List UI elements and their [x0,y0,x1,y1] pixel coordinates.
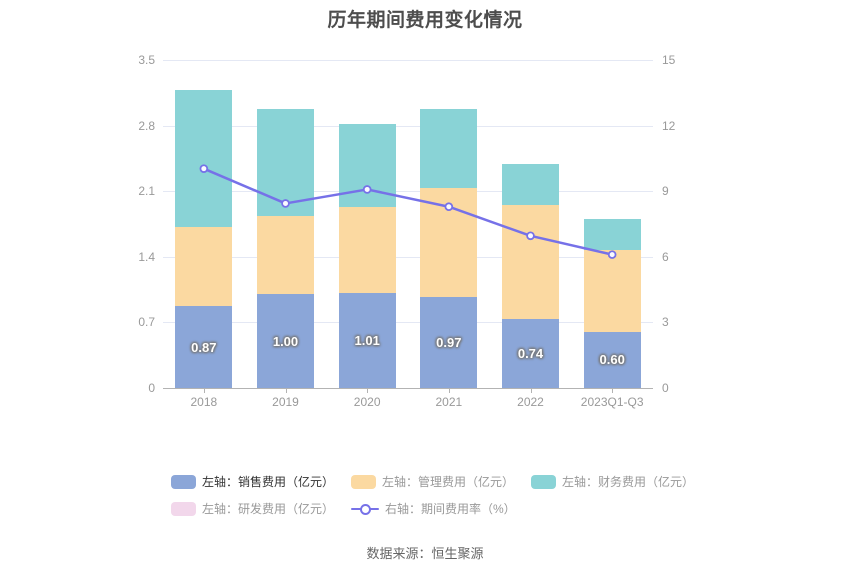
legend-label: 左轴：财务费用（亿元） [562,475,695,489]
bar-segment-financial-2018[interactable] [175,90,233,227]
bar-segment-financial-2022[interactable] [502,164,559,206]
legend-swatch-icon [171,474,196,489]
rate-line-marker-2023Q1-Q3[interactable] [607,250,617,259]
bar-segment-management-2018[interactable] [175,226,233,307]
x-axis-label-2022: 2022 [517,395,544,409]
gridline [163,322,653,324]
bar-value-label: 0.87 [191,339,217,355]
bar-segment-management-2020[interactable] [338,207,396,294]
bar-segment-sales-2022[interactable] [502,318,559,388]
bar-value-label: 1.01 [354,333,380,349]
legend-row-2: 左轴：研发费用（亿元） 右轴：期间费用率（%） [171,500,533,517]
bar-segment-management-2022[interactable] [502,205,559,319]
data-source-label: 数据来源：恒生聚源 [366,546,484,561]
legend-label: 左轴：研发费用（亿元） [202,502,335,516]
rate-line-marker-2022[interactable] [526,231,535,241]
left-axis-tick-label: 0 [148,381,155,395]
rate-line-marker-2021[interactable] [444,202,454,212]
x-axis-tick [367,388,369,393]
right-axis-tick-label: 15 [662,53,676,67]
right-axis-tick-label: 12 [662,118,676,133]
bar-segment-financial-2023Q1-Q3[interactable] [583,219,641,251]
bar-segment-sales-2020[interactable] [338,293,396,388]
legend-swatch-icon [351,474,377,489]
legend: 左轴：销售费用（亿元） 左轴：管理费用（亿元） 左轴：财务费用（亿元） 左轴：研发费用… [171,473,711,517]
bar-segment-sales-2019[interactable] [257,294,314,388]
x-axis-label-2018: 2018 [190,395,218,409]
legend-label: 左轴：管理费用（亿元） [382,475,515,489]
bar-value-label: 0.60 [599,352,625,368]
rate-line [202,167,614,256]
legend-item[interactable]: 左轴：研发费用（亿元） [171,500,334,517]
left-axis-tick-label: 1.4 [138,249,155,264]
x-axis-line [163,388,653,389]
legend-line-marker-icon [351,502,380,516]
x-axis-tick [203,388,205,393]
gridline [163,125,653,127]
gridline [163,191,653,193]
left-axis-tick-label: 3.5 [138,53,155,67]
rate-line-layer [199,164,617,259]
bar-value-label: 1.00 [272,333,299,349]
right-axis-tick-label: 0 [662,381,669,395]
legend-label: 右轴：期间费用率（%） [385,502,516,516]
x-axis-label-2019: 2019 [272,395,299,409]
legend-item[interactable]: 右轴：期间费用率（%） [351,500,516,517]
bar-segment-sales-2018[interactable] [175,306,233,388]
left-axis-tick-label: 0.7 [138,315,155,330]
x-axis-label-2023Q1-Q3: 2023Q1-Q3 [580,395,644,409]
plot-area: 3.5 15 2.8 12 2.1 9 1.4 6 0.7 3 0 0 0.87 2018 1.00 2019… [138,53,675,409]
gridline [163,256,653,258]
x-axis-tick [448,388,450,393]
gridline [163,60,653,61]
bar-segment-management-2023Q1-Q3[interactable] [583,250,641,332]
legend-item[interactable]: 左轴：销售费用（亿元） [171,473,334,490]
legend-item[interactable]: 左轴：管理费用（亿元） [351,473,514,490]
x-axis-label-2021: 2021 [435,395,463,409]
bar-segment-sales-2021[interactable] [420,297,478,388]
rate-line-marker-2020[interactable] [362,185,372,194]
left-axis-tick-label: 2.1 [138,184,155,199]
x-axis-tick [612,388,614,393]
left-axis-tick-label: 2.8 [138,118,155,133]
bar-segment-management-2019[interactable] [257,215,314,295]
legend-row-1: 左轴：销售费用（亿元） 左轴：管理费用（亿元） 左轴：财务费用（亿元） [171,473,711,490]
chart-title: 历年期间费用变化情况 [327,10,523,31]
right-axis-tick-label: 6 [662,249,669,264]
bar-segment-financial-2021[interactable] [420,108,478,189]
bar-segment-financial-2019[interactable] [257,108,314,216]
bar-value-label: 0.97 [436,335,462,351]
bar-value-label: 0.74 [517,345,544,361]
x-axis-label-2020: 2020 [353,395,381,409]
x-axis-tick [285,388,287,393]
right-axis-tick-label: 9 [662,184,669,199]
rate-line-marker-2019[interactable] [281,199,290,208]
legend-label: 左轴：销售费用（亿元） [202,475,335,489]
x-axis-tick [530,388,532,393]
legend-item[interactable]: 左轴：财务费用（亿元） [531,473,694,490]
bar-segment-sales-2023Q1-Q3[interactable] [583,331,641,388]
right-axis-tick-label: 3 [662,315,669,330]
rate-line-marker-2018[interactable] [199,164,209,173]
legend-swatch-icon [171,501,196,516]
legend-swatch-icon [531,474,557,489]
